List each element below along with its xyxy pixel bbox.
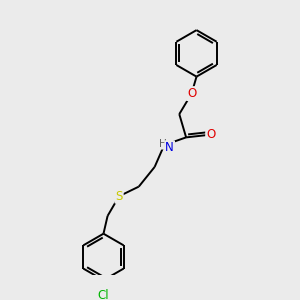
Text: S: S (116, 190, 123, 203)
Text: N: N (165, 141, 174, 154)
Text: Cl: Cl (98, 289, 109, 300)
Text: H: H (159, 139, 167, 149)
Text: O: O (187, 87, 196, 100)
Text: O: O (206, 128, 215, 141)
